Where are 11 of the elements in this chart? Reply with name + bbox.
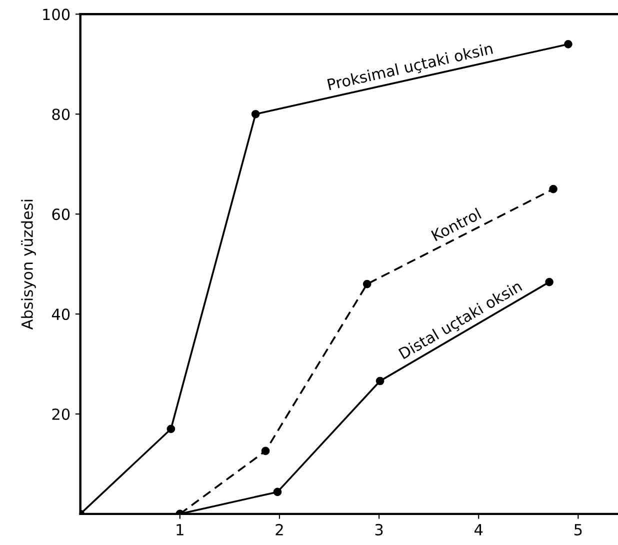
x-tick-label: 3 [375, 524, 383, 536]
y-tick-label: 20 [52, 408, 70, 420]
y-tick-label: 100 [43, 8, 70, 20]
y-axis-title: Absisyon yüzdesi [21, 200, 36, 330]
y-tick-label: 40 [52, 308, 70, 320]
x-tick-label: 1 [176, 524, 184, 536]
x-tick-label: 4 [474, 524, 483, 536]
y-tick-label: 80 [52, 108, 70, 120]
x-tick-label: 5 [574, 524, 582, 536]
x-tick-label: 2 [276, 524, 283, 536]
y-tick-label: 60 [52, 208, 70, 220]
